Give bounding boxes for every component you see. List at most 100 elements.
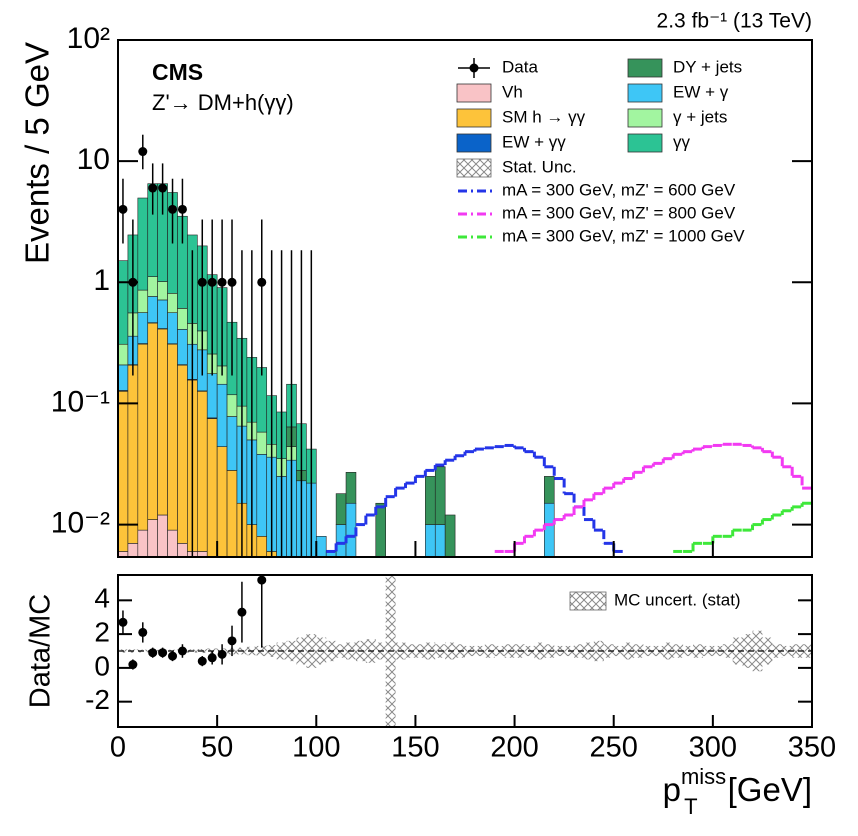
legend-swatch <box>627 133 663 153</box>
stack-bar <box>226 416 238 471</box>
stack-bar <box>177 364 188 544</box>
legend-label: Stat. Unc. <box>502 157 577 176</box>
mc-uncertainty-box <box>752 630 763 672</box>
ratio-point <box>118 617 128 627</box>
stack-bar <box>118 364 129 391</box>
legend-label: γγ <box>673 132 691 151</box>
stack-bar <box>137 197 149 291</box>
data-point <box>177 204 187 214</box>
stack-bar <box>256 367 268 433</box>
data-point <box>257 277 267 287</box>
x-tick-label: 50 <box>201 732 233 764</box>
ratio-point <box>237 607 247 617</box>
legend-label: EW + γ <box>673 82 729 101</box>
data-point <box>148 183 158 193</box>
data-point <box>227 277 237 287</box>
stack-bar <box>226 470 238 557</box>
stack-bar <box>118 390 129 552</box>
stack-bar <box>167 312 178 345</box>
legend-label: Vh <box>502 82 523 101</box>
mc-uncertainty-box <box>702 645 713 657</box>
legend-swatch-hatch <box>456 158 492 178</box>
lumi-label: 2.3 fb⁻¹ (13 TeV) <box>657 10 812 33</box>
data-point <box>118 204 128 214</box>
stack-bar <box>226 394 238 417</box>
stack-bar <box>147 322 158 520</box>
mc-uncertainty-box <box>693 644 703 658</box>
stack-bar <box>434 466 446 525</box>
mc-uncertainty-box <box>722 644 733 658</box>
mc-uncertainty-box <box>732 637 743 665</box>
stack-bar <box>177 329 188 365</box>
stack-bar <box>544 502 555 557</box>
x-title-symbol: p <box>663 771 681 808</box>
stack-bar <box>157 514 168 557</box>
mc-uncertainty-box <box>772 644 783 658</box>
x-tick-label: 200 <box>490 732 538 764</box>
ratio-frame <box>117 574 813 728</box>
stack-bar <box>256 454 268 537</box>
stack-bar <box>335 493 347 525</box>
legend-swatch <box>456 108 492 128</box>
legend-label: mA = 300 GeV, mZ' = 1000 GeV <box>502 226 745 245</box>
stack-bar <box>167 293 178 314</box>
legend-label: mA = 300 GeV, mZ' = 600 GeV <box>502 180 736 199</box>
ratio-point <box>148 648 158 658</box>
stack-bar <box>147 296 158 323</box>
stack-bar <box>375 502 386 557</box>
legend-label: EW + γγ <box>502 132 566 151</box>
stack-bar <box>127 364 139 544</box>
stack-bar <box>197 390 208 552</box>
stack-bar <box>206 373 218 419</box>
experiment-label: CMS <box>152 59 203 85</box>
stack-bar <box>157 281 168 301</box>
ratio-point <box>197 656 207 666</box>
stack-bar <box>345 472 357 504</box>
ratio-legend-swatch <box>569 591 607 611</box>
y-tick-label: 10 <box>77 143 110 176</box>
mc-uncertainty-box <box>762 637 773 665</box>
mc-uncertainty-box <box>712 645 723 657</box>
mc-uncertainty-box <box>792 644 803 658</box>
stack-bar <box>137 312 149 344</box>
legend-label: γ + jets <box>673 107 727 126</box>
data-point <box>207 277 217 287</box>
data-point <box>158 183 168 193</box>
ratio-point <box>177 646 187 656</box>
x-tick-label: 350 <box>788 732 836 764</box>
stack-bar <box>216 446 228 557</box>
x-tick-label: 150 <box>391 732 439 764</box>
y-axis-title: Events / 5 GeV <box>19 42 56 264</box>
data-point <box>138 147 148 157</box>
y-tick-label: 10⁻² <box>51 507 110 540</box>
x-title-unit: [GeV] <box>728 771 812 808</box>
legend-data-marker <box>469 63 479 73</box>
ratio-point <box>168 651 178 661</box>
legend-label: SM h → γγ <box>502 107 586 126</box>
process-label: Z'→ DM+h(γγ) <box>152 90 294 115</box>
y-tick-label: 10² <box>67 22 110 55</box>
legend-swatch <box>456 83 492 103</box>
x-title-sup: miss <box>681 764 726 789</box>
stack-bar <box>444 514 456 557</box>
mc-uncertainty-box <box>742 634 753 668</box>
ratio-y-tick-label: 4 <box>94 583 110 614</box>
x-title-sub: T <box>684 794 697 819</box>
data-point <box>217 277 227 287</box>
legend-label: mA = 300 GeV, mZ' = 800 GeV <box>502 203 736 222</box>
legend-swatch <box>627 108 663 128</box>
legend-swatch <box>456 133 492 153</box>
ratio-y-axis-title: Data/MC <box>25 594 57 708</box>
stack-bar <box>216 383 228 447</box>
ratio-point <box>227 636 237 646</box>
ratio-y-tick-label: 2 <box>94 617 110 648</box>
y-tick-label: 10⁻¹ <box>51 385 110 418</box>
x-tick-label: 0 <box>110 732 126 764</box>
ratio-point <box>257 575 267 585</box>
top-plot-area <box>118 134 812 557</box>
stack-bar <box>167 343 178 531</box>
ratio-y-tick-label: 0 <box>94 650 110 681</box>
stack-bar <box>147 519 158 557</box>
